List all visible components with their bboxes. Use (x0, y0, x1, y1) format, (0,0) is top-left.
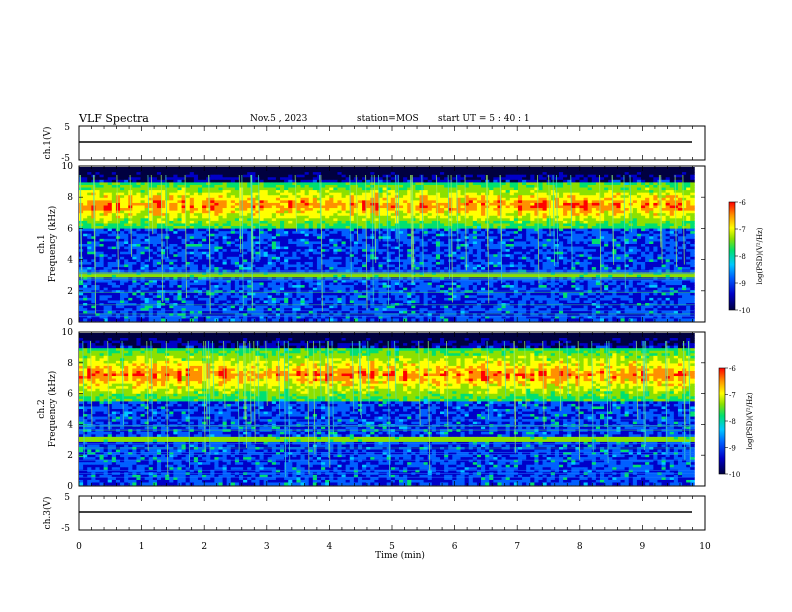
panel-ch3-waveform: 5 -5 ch.3(V) (42, 493, 706, 534)
ch1-freq-ylabel-line1: ch.1 (37, 234, 47, 253)
ch2-freq-ylabel-line2: Frequency (kHz) (47, 371, 58, 448)
ch2-spec-time-ticks (78, 332, 706, 486)
freq-tick-label: 4 (67, 420, 73, 430)
colorbar-tick-label: -8 (739, 253, 746, 261)
colorbar-tick-label: -8 (729, 418, 736, 426)
x-tick-label: 2 (201, 542, 207, 552)
header-date: Nov.5 , 2023 (250, 114, 308, 124)
colorbar-tick-label: -10 (739, 307, 750, 315)
figure-title: VLF Spectra (79, 112, 149, 125)
ch3-time-ticks (78, 496, 706, 530)
freq-tick-label: 0 (67, 318, 73, 328)
colorbar-ch1-label: log(PSD)(V²/Hz) (756, 227, 764, 284)
freq-tick-label: 6 (67, 390, 73, 400)
x-tick-label: 0 (76, 542, 82, 552)
panel-ch1-waveform: 5 -5 ch.1(V) (42, 123, 706, 164)
x-tick-label: 10 (699, 542, 711, 552)
ch1-ytick-bottom: -5 (61, 154, 70, 164)
x-tick-label: 1 (139, 542, 145, 552)
colorbar-tick-label: -6 (729, 365, 736, 373)
x-tick-label: 4 (327, 542, 333, 552)
colorbar-ch2: -6 -7 -8 -9 -10 log(PSD)(V²/Hz) (718, 365, 754, 479)
ch1-freq-ylabel-line2: Frequency (kHz) (47, 206, 58, 283)
ch1-ytick-top: 5 (64, 123, 70, 133)
ch1-ylabel: ch.1(V) (42, 127, 53, 160)
ch1-spec-time-ticks (78, 166, 706, 322)
ch2-freq-ylabel-line1: ch.2 (37, 399, 47, 418)
colorbar-tick-label: -7 (739, 226, 746, 234)
freq-tick-label: 2 (67, 451, 73, 461)
panel-ch1-spectrogram: 0 2 4 6 8 10 ch.1 Frequency (kHz) (37, 162, 706, 328)
colorbar-tick-label: -6 (739, 199, 746, 207)
x-tick-label: 9 (640, 542, 646, 552)
ch2-spectrogram-image (79, 333, 695, 486)
freq-tick-label: 10 (62, 162, 74, 172)
ch3-ylabel: ch.3(V) (42, 497, 53, 530)
ch1-freq-ticks: 0 2 4 6 8 10 (62, 162, 705, 328)
colorbar-ch2-label: log(PSD)(V²/Hz) (746, 392, 754, 449)
freq-tick-label: 8 (67, 359, 73, 369)
x-axis-tick-labels: 0 1 2 3 4 5 6 7 8 9 10 (76, 542, 711, 552)
x-tick-label: 5 (389, 542, 395, 552)
freq-tick-label: 6 (67, 224, 73, 234)
ch3-ytick-bottom: -5 (61, 524, 70, 534)
freq-tick-label: 0 (67, 482, 73, 492)
colorbar-tick-label: -9 (729, 445, 736, 453)
colorbar-tick-label: -10 (729, 471, 740, 479)
colorbar-ch1: -6 -7 -8 -9 -10 log(PSD)(V²/Hz) (728, 199, 764, 315)
header-start-ut: start UT = 5 : 40 : 1 (438, 114, 530, 124)
x-tick-label: 7 (514, 542, 520, 552)
x-tick-label: 3 (264, 542, 270, 552)
x-axis-label: Time (min) (375, 550, 425, 561)
ch2-freq-ticks: 0 2 4 6 8 10 (62, 328, 705, 492)
colorbar-tick-label: -7 (729, 392, 736, 400)
ch1-spectrogram-image (79, 167, 695, 322)
freq-tick-label: 10 (62, 328, 74, 338)
ch1-time-ticks (78, 126, 706, 160)
freq-tick-label: 2 (67, 287, 73, 297)
freq-tick-label: 8 (67, 193, 73, 203)
ch3-ytick-top: 5 (64, 493, 70, 503)
freq-tick-label: 4 (67, 256, 73, 266)
colorbar-tick-label: -9 (739, 280, 746, 288)
header-station: station=MOS (357, 114, 419, 124)
panel-ch2-spectrogram: 0 2 4 6 8 10 ch.2 Frequency (kHz) (37, 328, 706, 492)
x-tick-label: 6 (452, 542, 458, 552)
x-tick-label: 8 (577, 542, 583, 552)
